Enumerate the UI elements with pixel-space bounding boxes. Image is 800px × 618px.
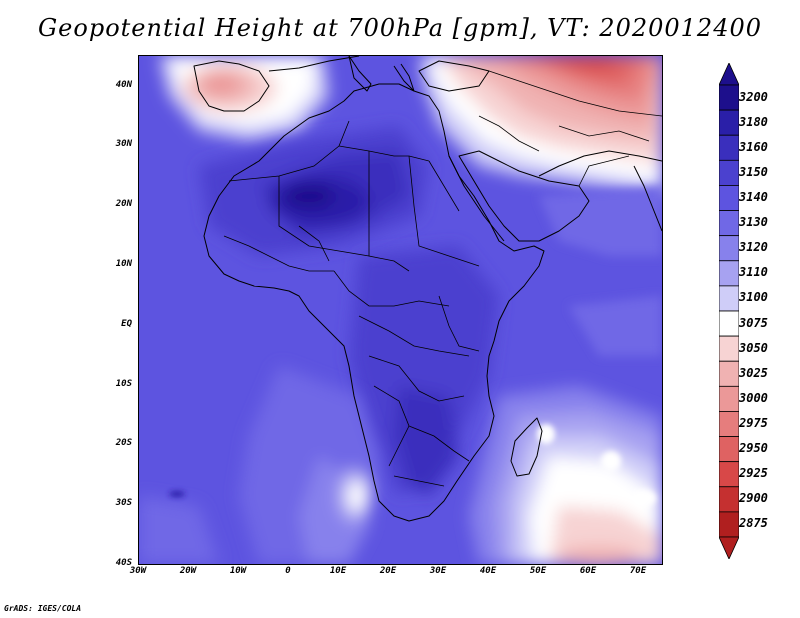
legend-label-3180: 3180 [739, 114, 768, 129]
legend-label-3000: 3000 [739, 390, 768, 405]
lon-label-20w: 20W [179, 566, 197, 576]
southeast-low-region [469, 386, 662, 564]
legend-swatch-2875 [719, 511, 739, 538]
lon-label-30e: 30E [429, 566, 447, 576]
sahara-high-region [199, 126, 429, 256]
india-coastline [633, 165, 662, 232]
legend-label-2875: 2875 [739, 516, 768, 531]
legend-swatch-2975 [719, 411, 739, 437]
greece-coastline [393, 63, 415, 92]
legend-swatch-2925 [719, 461, 739, 488]
legend-swatch-3200 [719, 84, 739, 111]
legend-label-2975: 2975 [739, 416, 768, 430]
legend-swatch-3075 [719, 310, 739, 337]
gulf-coast [538, 150, 662, 177]
legend-label-2900: 2900 [739, 491, 768, 506]
legend-swatch-3025 [719, 360, 739, 387]
legend-swatch-3150 [719, 159, 739, 186]
africa-coastline [203, 83, 545, 522]
lat-label-30n: 30N [115, 139, 132, 149]
legend-label-3050: 3050 [739, 340, 768, 355]
arabia-coastline [458, 150, 590, 242]
legend-label-3100: 3100 [739, 290, 768, 305]
lat-label-10s: 10S [115, 379, 132, 389]
legend-label-2925: 2925 [739, 466, 768, 481]
lon-label-40e: 40E [479, 566, 497, 576]
lat-label-20s: 20S [115, 438, 132, 448]
legend-label-2950: 2950 [739, 441, 768, 456]
color-bar [719, 63, 739, 559]
arabian-sea-region [539, 186, 662, 356]
legend-label-3075: 3075 [739, 315, 768, 330]
country-borders [223, 70, 662, 487]
lat-label-40n: 40N [115, 80, 132, 90]
legend-label-3025: 3025 [739, 365, 768, 380]
legend-swatch-3120 [719, 235, 739, 262]
south-atlantic-region [139, 366, 379, 564]
legend-swatch-3180 [719, 109, 739, 136]
coastlines [193, 56, 662, 522]
lon-label-70e: 70E [629, 566, 647, 576]
legend-label-3130: 3130 [739, 215, 768, 230]
legend-label-3150: 3150 [739, 164, 768, 179]
lat-label-30s: 30S [115, 498, 132, 508]
legend-label-3140: 3140 [739, 190, 768, 204]
legend-swatch-2950 [719, 436, 739, 463]
credit-text: GrADS: IGES/COLA [4, 604, 82, 613]
legend-swatch-3100 [719, 285, 739, 312]
lon-label-50e: 50E [529, 566, 547, 576]
europe-coastline [268, 56, 360, 72]
legend-swatch-3130 [719, 210, 739, 237]
map-svg [139, 56, 662, 564]
legend-swatch-3140 [719, 185, 739, 211]
legend-top-arrow [719, 63, 739, 86]
legend-label-3160: 3160 [739, 139, 768, 154]
red-sea-coast [448, 155, 505, 242]
legend-swatch-3110 [719, 260, 739, 287]
chart-title: Geopotential Height at 700hPa [gpm], VT:… [38, 14, 762, 42]
legend-label-3110: 3110 [739, 265, 768, 280]
madagascar-coastline [510, 417, 543, 477]
lat-label-10n: 10N [115, 259, 132, 269]
map-panel [138, 55, 663, 565]
iberia-coastline [193, 60, 270, 112]
lon-label-10e: 10E [329, 566, 347, 576]
field-shading [139, 56, 662, 564]
legend-label-3200: 3200 [739, 89, 768, 104]
legend-swatch-2900 [719, 486, 739, 513]
color-legend: 3200 3180 3160 3150 3140 3130 3120 3110 3100 3075… [719, 63, 799, 559]
lon-label-0: 0 [285, 566, 291, 576]
lon-label-20e: 20E [379, 566, 397, 576]
northeast-low-region [419, 56, 662, 196]
lon-label-10w: 10W [229, 566, 247, 576]
legend-swatch-3050 [719, 335, 739, 362]
lon-label-60e: 60E [579, 566, 597, 576]
legend-swatch-3000 [719, 385, 739, 412]
turkey-coastline [418, 60, 490, 92]
lat-label-20n: 20N [115, 199, 132, 209]
central-africa-region [349, 246, 499, 496]
lon-label-30w: 30W [129, 566, 147, 576]
italy-coastline [348, 56, 372, 92]
legend-bottom-arrow [719, 536, 739, 559]
legend-swatch-3160 [719, 134, 739, 161]
legend-label-3120: 3120 [739, 240, 768, 255]
lat-label-40s: 40S [115, 558, 132, 568]
lat-label-eq: EQ [121, 319, 132, 329]
